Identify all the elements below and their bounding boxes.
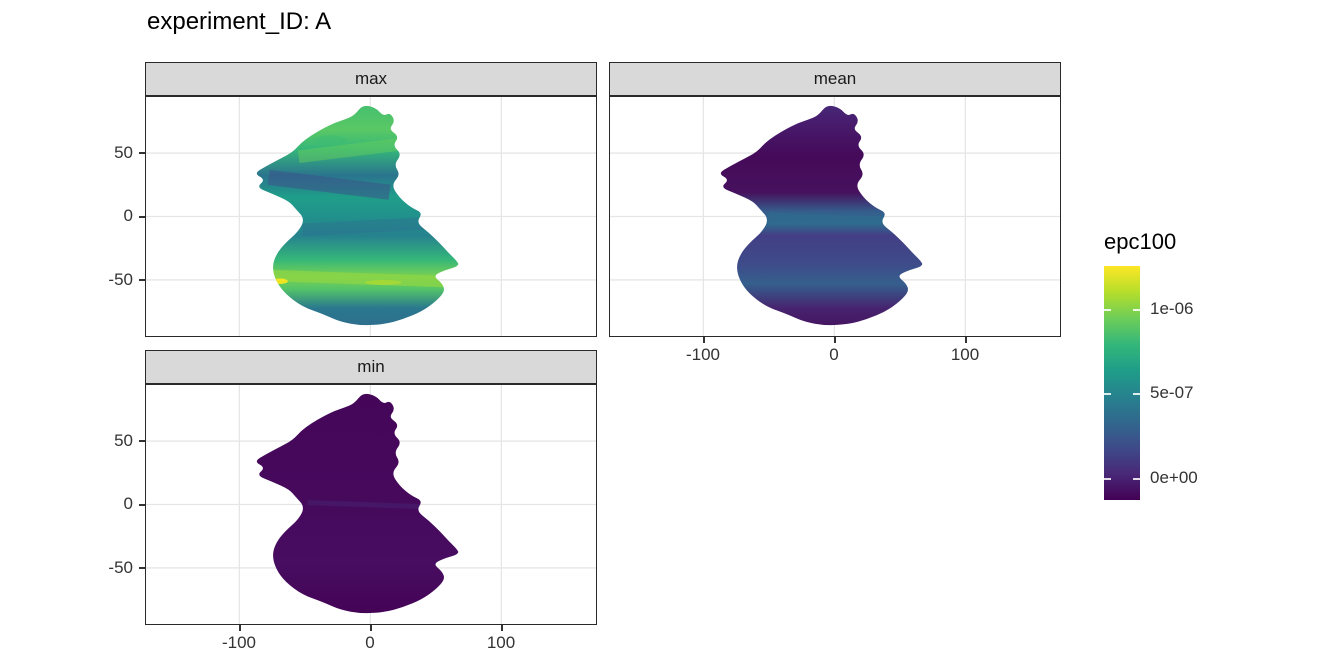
facet-strip-mean: mean — [609, 62, 1061, 96]
legend-tick-mark — [1133, 309, 1140, 311]
legend-colorbar — [1104, 266, 1140, 500]
y-tick-label: 0 — [123, 494, 133, 513]
y-tick-label: -50 — [108, 270, 133, 289]
legend-tick-mark — [1133, 393, 1140, 395]
plot-title: experiment_ID: A — [147, 8, 332, 35]
x-tick-label: -100 — [685, 345, 721, 364]
legend-tick-label: 5e-07 — [1150, 383, 1194, 402]
facet-label-min: min — [357, 357, 385, 376]
x-tick-mark — [370, 625, 372, 631]
map-panel-max — [145, 96, 597, 337]
x-tick-label: -100 — [221, 633, 257, 652]
x-tick-mark — [239, 625, 241, 631]
legend-title: epc100 — [1104, 229, 1177, 254]
y-tick-mark — [139, 440, 145, 442]
y-tick-label: 50 — [114, 431, 133, 450]
y-tick-mark — [139, 504, 145, 506]
facet-max: max — [145, 62, 597, 337]
facet-mean: mean — [609, 62, 1061, 337]
facet-strip-max: max — [145, 62, 597, 96]
y-tick-label: 0 — [123, 206, 133, 225]
legend-tick-mark — [1104, 309, 1111, 311]
legend-tick-label: 0e+00 — [1150, 468, 1198, 487]
facet-label-max: max — [354, 69, 388, 88]
facet-strip-min: min — [145, 350, 597, 384]
x-tick-label: 100 — [486, 633, 516, 652]
x-tick-label: 100 — [950, 345, 980, 364]
x-tick-mark — [703, 337, 705, 343]
x-tick-mark — [965, 337, 967, 343]
legend-tick-mark — [1104, 393, 1111, 395]
y-tick-mark — [139, 567, 145, 569]
y-tick-mark — [139, 216, 145, 218]
facet-min: min — [145, 350, 597, 625]
x-tick-mark — [501, 625, 503, 631]
legend-tick-mark — [1133, 478, 1140, 480]
facet-label-mean: mean — [813, 69, 857, 88]
y-tick-mark — [139, 152, 145, 154]
x-tick-label: 0 — [365, 633, 375, 652]
x-tick-label: 0 — [829, 345, 839, 364]
x-tick-mark — [834, 337, 836, 343]
y-tick-label: 50 — [114, 143, 133, 162]
y-tick-mark — [139, 279, 145, 281]
legend-tick-mark — [1104, 478, 1111, 480]
map-panel-mean — [609, 96, 1061, 337]
y-tick-label: -50 — [108, 558, 133, 577]
legend-tick-label: 1e-06 — [1150, 299, 1194, 318]
map-panel-min — [145, 384, 597, 625]
